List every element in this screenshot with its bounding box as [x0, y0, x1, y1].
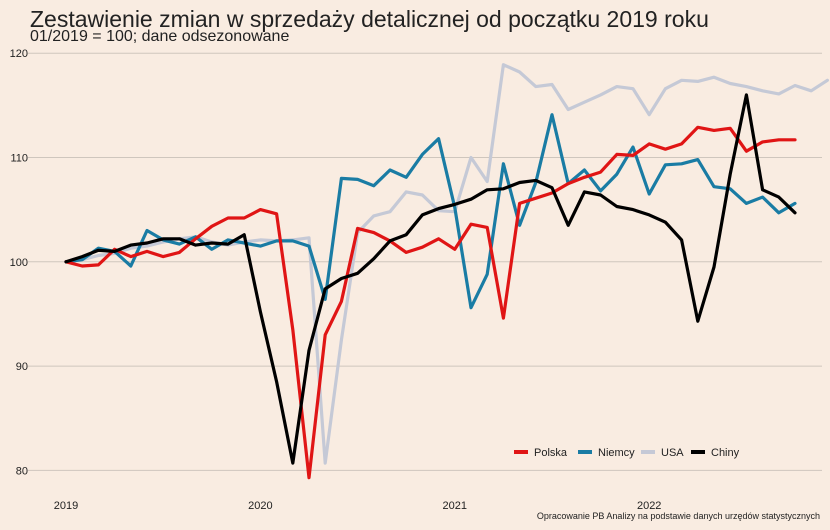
source-note: Opracowanie PB Analizy na podstawie dany…: [536, 511, 820, 521]
x-tick-label: 2020: [248, 500, 272, 512]
legend-label-usa: USA: [661, 447, 684, 459]
x-tick-label: 2021: [443, 500, 467, 512]
legend-label-niemcy: Niemcy: [598, 447, 635, 459]
y-tick-label: 100: [10, 257, 28, 269]
y-tick-label: 90: [16, 361, 28, 373]
y-tick-label: 120: [10, 48, 28, 60]
x-tick-label: 2022: [637, 500, 661, 512]
y-tick-label: 80: [16, 465, 28, 477]
legend-label-polska: Polska: [534, 447, 568, 459]
chart-subtitle: 01/2019 = 100; dane odsezonowane: [30, 28, 290, 45]
y-tick-label: 110: [10, 153, 28, 165]
legend-label-chiny: Chiny: [711, 447, 740, 459]
x-tick-label: 2019: [54, 500, 78, 512]
chart-title: Zestawienie zmian w sprzedaży detaliczne…: [30, 6, 709, 32]
series-line-chiny: [64, 93, 797, 465]
